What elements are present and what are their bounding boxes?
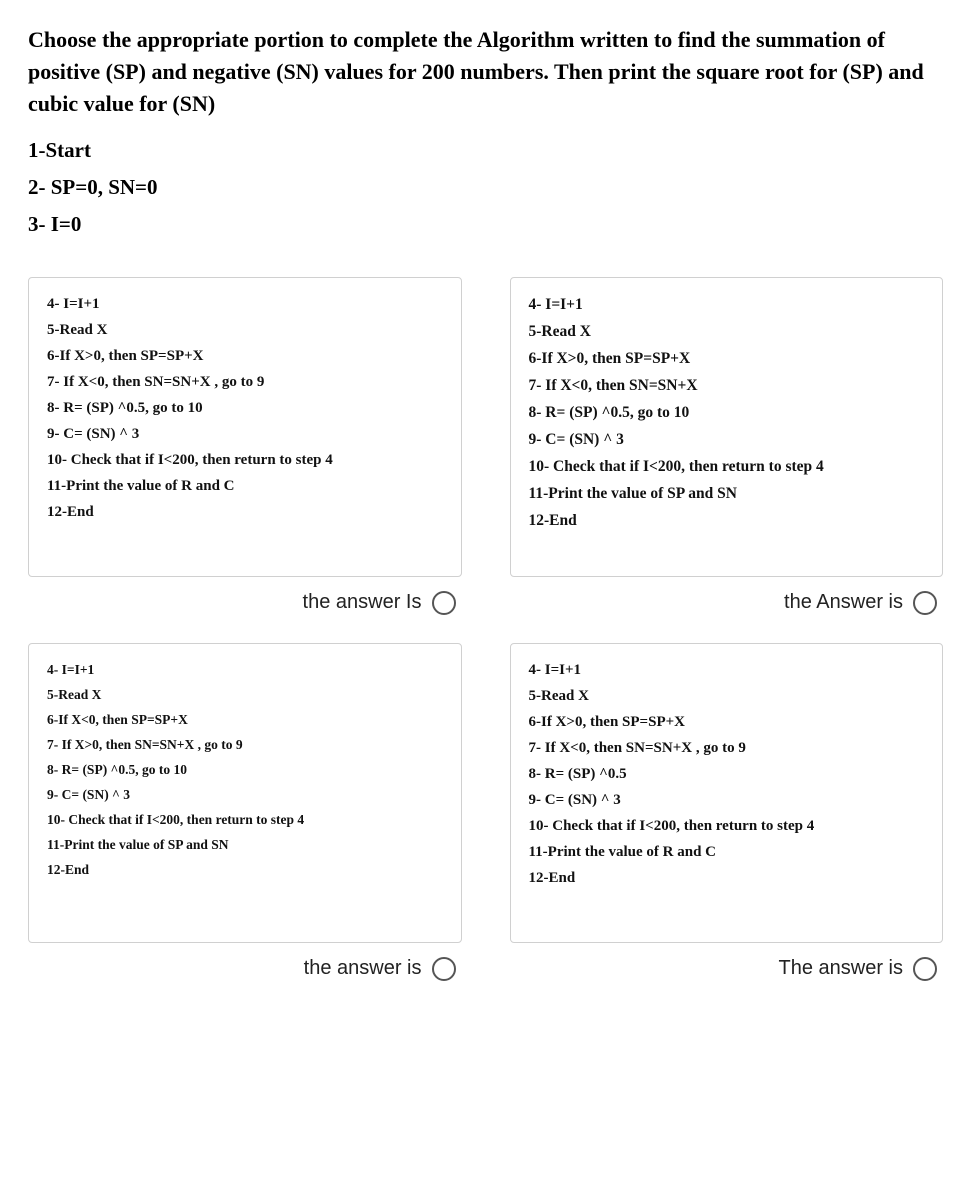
option-a-line: 9- C= (SN) ^ 3 [47,426,443,443]
option-d-radio[interactable] [913,957,937,981]
option-a-line: 11-Print the value of R and C [47,478,443,495]
setup-line-2: 2- SP=0, SN=0 [28,175,943,200]
option-c-answer-row: the answer is [28,957,462,981]
option-b-line: 7- If X<0, then SN=SN+X [529,377,925,395]
option-c-line: 9- C= (SN) ^ 3 [47,787,443,803]
option-a-line: 8- R= (SP) ^0.5, go to 10 [47,400,443,417]
option-c-line: 8- R= (SP) ^0.5, go to 10 [47,762,443,778]
option-a-line: 12-End [47,504,443,521]
option-c-line: 12-End [47,862,443,878]
option-d-line: 4- I=I+1 [529,662,925,679]
option-a-line: 6-If X>0, then SP=SP+X [47,348,443,365]
option-d-line: 10- Check that if I<200, then return to … [529,818,925,835]
options-grid: 4- I=I+1 5-Read X 6-If X>0, then SP=SP+X… [28,277,943,981]
option-b-line: 6-If X>0, then SP=SP+X [529,350,925,368]
option-b-line: 12-End [529,512,925,530]
option-d-answer-row: The answer is [510,957,944,981]
option-d-card: 4- I=I+1 5-Read X 6-If X>0, then SP=SP+X… [510,643,944,943]
option-a-answer-label: the answer Is [303,591,422,614]
option-b-line: 4- I=I+1 [529,296,925,314]
option-b-line: 10- Check that if I<200, then return to … [529,458,925,476]
option-c-line: 11-Print the value of SP and SN [47,837,443,853]
option-c-line: 7- If X>0, then SN=SN+X , go to 9 [47,737,443,753]
option-a-card: 4- I=I+1 5-Read X 6-If X>0, then SP=SP+X… [28,277,462,577]
option-c-line: 4- I=I+1 [47,662,443,678]
option-d: 4- I=I+1 5-Read X 6-If X>0, then SP=SP+X… [510,643,944,981]
option-c: 4- I=I+1 5-Read X 6-If X<0, then SP=SP+X… [28,643,462,981]
option-a-line: 5-Read X [47,322,443,339]
option-c-answer-label: the answer is [304,957,422,980]
option-b: 4- I=I+1 5-Read X 6-If X>0, then SP=SP+X… [510,277,944,615]
option-b-answer-label: the Answer is [784,591,903,614]
option-b-radio[interactable] [913,591,937,615]
option-d-answer-label: The answer is [779,957,904,980]
option-b-line: 8- R= (SP) ^0.5, go to 10 [529,404,925,422]
setup-line-3: 3- I=0 [28,212,943,237]
question-stem: Choose the appropriate portion to comple… [28,24,943,120]
option-b-line: 9- C= (SN) ^ 3 [529,431,925,449]
option-d-line: 9- C= (SN) ^ 3 [529,792,925,809]
option-d-line: 12-End [529,870,925,887]
setup-line-1: 1-Start [28,138,943,163]
option-a-radio[interactable] [432,591,456,615]
option-b-card: 4- I=I+1 5-Read X 6-If X>0, then SP=SP+X… [510,277,944,577]
option-c-radio[interactable] [432,957,456,981]
option-d-line: 5-Read X [529,688,925,705]
option-d-line: 7- If X<0, then SN=SN+X , go to 9 [529,740,925,757]
option-b-answer-row: the Answer is [510,591,944,615]
option-c-line: 6-If X<0, then SP=SP+X [47,712,443,728]
option-a-line: 7- If X<0, then SN=SN+X , go to 9 [47,374,443,391]
option-d-line: 8- R= (SP) ^0.5 [529,766,925,783]
option-b-line: 11-Print the value of SP and SN [529,485,925,503]
option-c-line: 5-Read X [47,687,443,703]
option-c-card: 4- I=I+1 5-Read X 6-If X<0, then SP=SP+X… [28,643,462,943]
option-c-line: 10- Check that if I<200, then return to … [47,812,443,828]
option-a-answer-row: the answer Is [28,591,462,615]
option-a-line: 4- I=I+1 [47,296,443,313]
option-a-line: 10- Check that if I<200, then return to … [47,452,443,469]
option-d-line: 6-If X>0, then SP=SP+X [529,714,925,731]
option-a: 4- I=I+1 5-Read X 6-If X>0, then SP=SP+X… [28,277,462,615]
option-d-line: 11-Print the value of R and C [529,844,925,861]
option-b-line: 5-Read X [529,323,925,341]
